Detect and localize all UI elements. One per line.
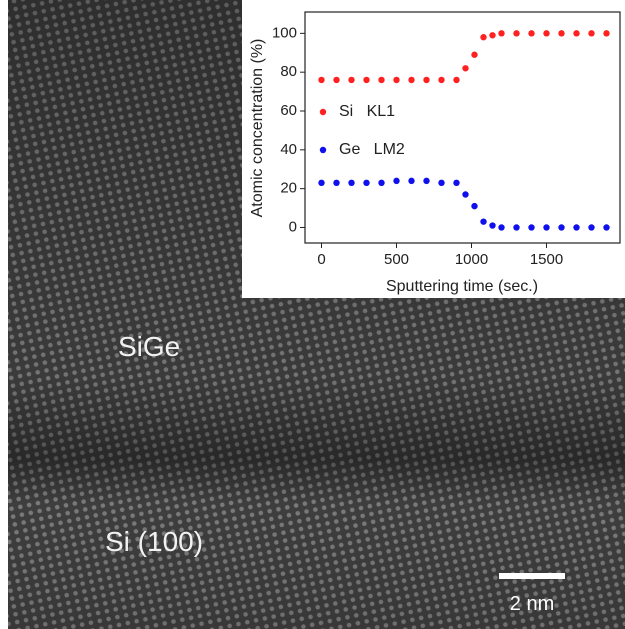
legend-marker <box>319 146 327 154</box>
point <box>393 76 400 84</box>
y-tick-label: 0 <box>289 218 297 235</box>
point <box>438 179 445 187</box>
point <box>318 76 325 84</box>
point <box>348 179 355 187</box>
point <box>489 32 496 39</box>
point <box>333 76 340 84</box>
y-tick-label: 80 <box>280 63 297 80</box>
point <box>513 30 520 37</box>
point <box>318 179 325 187</box>
point <box>423 76 430 84</box>
point <box>453 179 460 187</box>
x-axis-title: Sputtering time (sec.) <box>386 278 538 295</box>
point <box>471 202 478 210</box>
point <box>408 177 415 185</box>
point <box>573 30 580 37</box>
x-tick-label: 1500 <box>530 251 563 268</box>
layer-label: SiGe <box>118 331 180 362</box>
point <box>480 34 487 41</box>
point <box>543 30 550 37</box>
legend-marker <box>319 108 327 116</box>
point <box>348 76 355 84</box>
point <box>471 51 478 58</box>
point <box>438 76 445 84</box>
y-axis-title: Atomic concentration (%) <box>249 39 266 218</box>
legend-label: Si KL1 <box>339 103 395 120</box>
point <box>480 218 487 225</box>
point <box>558 30 565 37</box>
point <box>498 224 505 231</box>
x-tick-label: 1000 <box>455 251 488 268</box>
point <box>588 224 595 231</box>
point <box>423 177 430 185</box>
point <box>588 30 595 37</box>
layer-label: Si (100) <box>105 526 203 557</box>
point <box>453 76 460 84</box>
point <box>363 76 370 84</box>
plot-frame <box>304 11 621 244</box>
point <box>603 224 610 231</box>
point <box>393 177 400 185</box>
point <box>489 222 496 229</box>
point <box>462 65 469 72</box>
point <box>603 30 610 37</box>
point <box>363 179 370 187</box>
point <box>543 224 550 231</box>
point <box>333 179 340 187</box>
point <box>558 224 565 231</box>
scale-bar <box>499 573 565 579</box>
y-tick-label: 20 <box>280 180 297 197</box>
point <box>528 30 535 37</box>
point <box>462 191 469 198</box>
point <box>498 30 505 37</box>
y-tick-label: 40 <box>280 141 297 158</box>
point <box>378 179 385 187</box>
x-tick-label: 500 <box>384 251 409 268</box>
inset-background <box>242 0 625 298</box>
x-tick-label: 0 <box>317 251 325 268</box>
point <box>513 224 520 231</box>
scale-bar-label: 2 nm <box>510 593 554 615</box>
point <box>408 76 415 84</box>
point <box>528 224 535 231</box>
y-tick-label: 100 <box>272 24 297 41</box>
point <box>573 224 580 231</box>
legend-label: Ge LM2 <box>339 141 405 158</box>
point <box>378 76 385 84</box>
y-tick-label: 60 <box>280 102 297 119</box>
